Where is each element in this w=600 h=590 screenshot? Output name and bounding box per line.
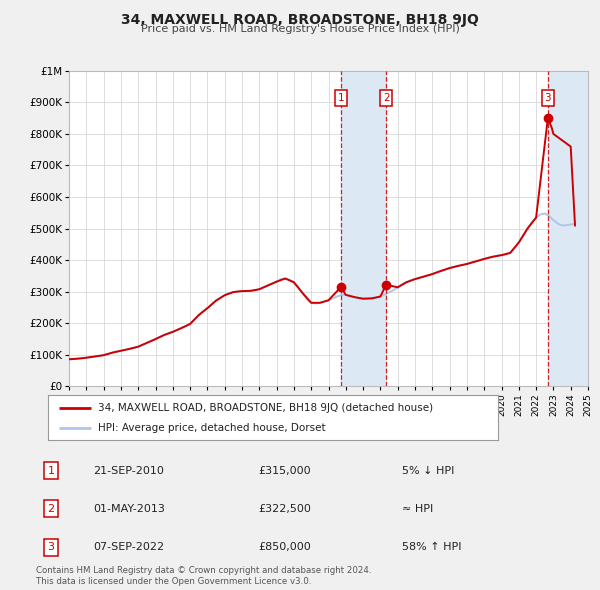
Text: 34, MAXWELL ROAD, BROADSTONE, BH18 9JQ (detached house): 34, MAXWELL ROAD, BROADSTONE, BH18 9JQ (… bbox=[97, 403, 433, 412]
Text: Price paid vs. HM Land Registry's House Price Index (HPI): Price paid vs. HM Land Registry's House … bbox=[140, 24, 460, 34]
Text: This data is licensed under the Open Government Licence v3.0.: This data is licensed under the Open Gov… bbox=[36, 577, 311, 586]
Text: 3: 3 bbox=[47, 542, 55, 552]
Text: Contains HM Land Registry data © Crown copyright and database right 2024.: Contains HM Land Registry data © Crown c… bbox=[36, 566, 371, 575]
Text: 5% ↓ HPI: 5% ↓ HPI bbox=[402, 466, 454, 476]
Bar bbox=[341, 71, 386, 386]
Text: 58% ↑ HPI: 58% ↑ HPI bbox=[402, 542, 461, 552]
Text: 3: 3 bbox=[545, 93, 551, 103]
Text: 2: 2 bbox=[383, 93, 389, 103]
Text: ≈ HPI: ≈ HPI bbox=[402, 504, 433, 514]
Text: 21-SEP-2010: 21-SEP-2010 bbox=[93, 466, 164, 476]
Text: 34, MAXWELL ROAD, BROADSTONE, BH18 9JQ: 34, MAXWELL ROAD, BROADSTONE, BH18 9JQ bbox=[121, 13, 479, 27]
Bar bbox=[548, 71, 588, 386]
Text: £322,500: £322,500 bbox=[258, 504, 311, 514]
Text: 1: 1 bbox=[47, 466, 55, 476]
Text: £850,000: £850,000 bbox=[258, 542, 311, 552]
Text: 01-MAY-2013: 01-MAY-2013 bbox=[93, 504, 165, 514]
Text: 2: 2 bbox=[47, 504, 55, 514]
Text: 1: 1 bbox=[338, 93, 344, 103]
Text: HPI: Average price, detached house, Dorset: HPI: Average price, detached house, Dors… bbox=[97, 423, 325, 433]
Text: £315,000: £315,000 bbox=[258, 466, 311, 476]
Text: 07-SEP-2022: 07-SEP-2022 bbox=[93, 542, 164, 552]
